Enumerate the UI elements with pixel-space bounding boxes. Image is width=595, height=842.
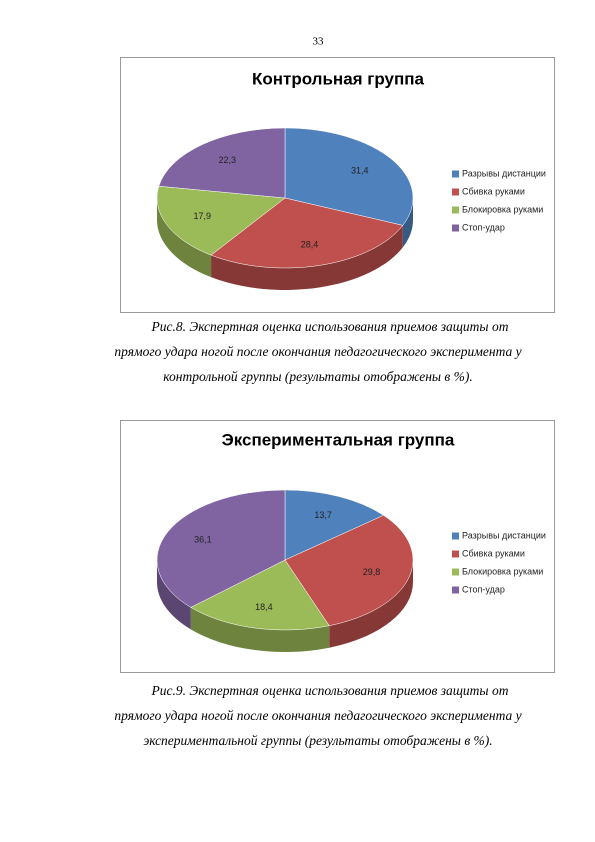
value-label: 22,3	[218, 155, 236, 165]
legend-swatch	[452, 170, 459, 178]
slice	[158, 127, 286, 199]
slice-side	[402, 198, 413, 248]
caption-line: экспериментальной группы (результаты ото…	[143, 733, 492, 748]
value-label: 36,1	[194, 535, 212, 545]
slice	[156, 185, 286, 256]
caption-line: прямого удара ногой после окончания педа…	[114, 344, 521, 359]
legend-text: Стоп-удар	[462, 584, 505, 594]
value-label: 13,7	[314, 510, 332, 520]
value-label: 29,8	[363, 567, 381, 577]
chart-title: Контрольная группа	[252, 69, 425, 88]
slice-side	[211, 225, 403, 290]
slice	[284, 489, 385, 561]
value-label: 17,9	[193, 211, 211, 221]
slice	[284, 127, 414, 226]
value-label: 28,4	[301, 240, 319, 250]
legend-text: Сбивка руками	[462, 548, 525, 558]
legend-swatch	[452, 586, 459, 594]
legend-text: Разрывы дистанции	[462, 530, 546, 540]
caption-line: контрольной группы (результаты отображен…	[163, 369, 473, 384]
legend-text: Сбивка руками	[462, 186, 525, 196]
value-label: 31,4	[351, 165, 369, 175]
legend-swatch	[452, 532, 459, 540]
legend-text: Блокировка руками	[462, 204, 543, 214]
legend-swatch	[452, 188, 459, 196]
chart-title: Экспериментальная группа	[222, 430, 455, 449]
legend-swatch	[452, 206, 459, 214]
slice-side	[157, 198, 212, 278]
slice-side	[329, 560, 413, 648]
slice	[190, 559, 330, 631]
legend-swatch	[452, 224, 459, 232]
caption-line: прямого удара ногой после окончания педа…	[114, 708, 521, 723]
legend-text: Стоп-удар	[462, 222, 505, 232]
slice-side	[190, 607, 330, 652]
legend-text: Разрывы дистанции	[462, 168, 546, 178]
page-number: 33	[313, 36, 325, 48]
slice-side	[157, 560, 191, 630]
value-label: 18,4	[255, 602, 273, 612]
slice	[210, 197, 404, 269]
legend-text: Блокировка руками	[462, 566, 543, 576]
slice	[156, 489, 286, 608]
legend-swatch	[452, 550, 459, 558]
legend-swatch	[452, 568, 459, 576]
caption-line: Рис.9. Экспертная оценка использования п…	[151, 683, 509, 698]
caption-line: Рис.8. Экспертная оценка использования п…	[151, 319, 509, 334]
slice	[284, 515, 414, 626]
